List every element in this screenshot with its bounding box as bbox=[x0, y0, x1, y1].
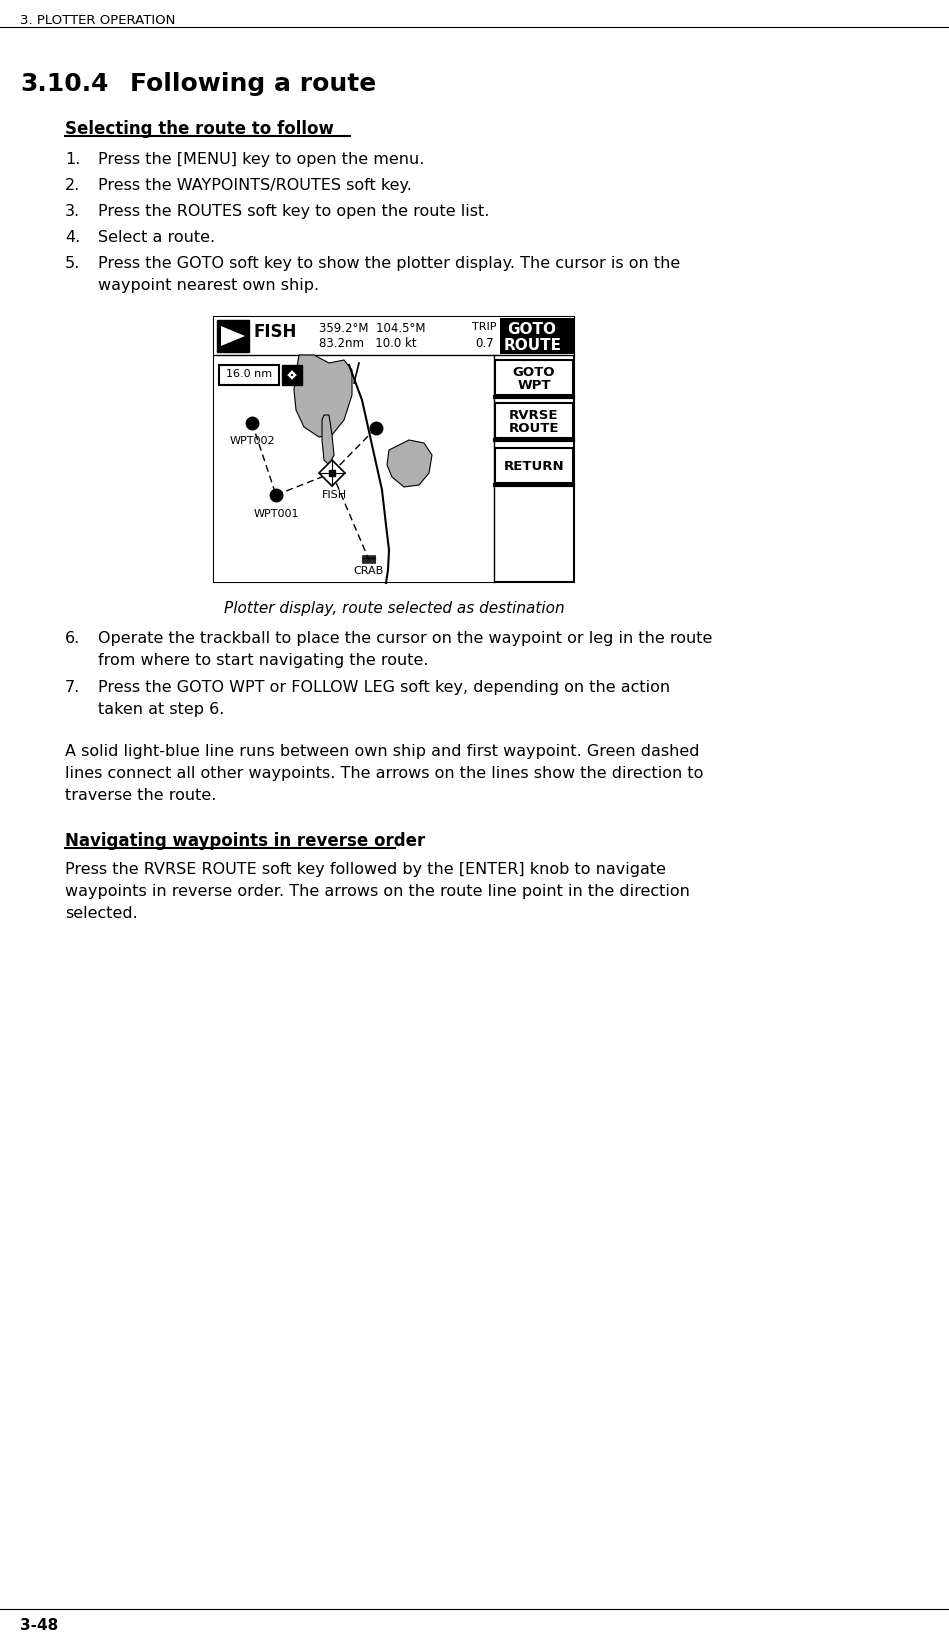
Text: 359.2°M  104.5°M: 359.2°M 104.5°M bbox=[319, 322, 425, 335]
Text: FISH: FISH bbox=[254, 323, 297, 341]
Text: 83.2nm   10.0 kt: 83.2nm 10.0 kt bbox=[319, 336, 417, 349]
Text: Select a route.: Select a route. bbox=[98, 230, 215, 245]
Text: 7.: 7. bbox=[65, 679, 81, 695]
Bar bbox=[214, 318, 574, 583]
Text: Following a route: Following a route bbox=[130, 72, 376, 96]
Polygon shape bbox=[387, 441, 432, 488]
Text: Selecting the route to follow: Selecting the route to follow bbox=[65, 119, 334, 139]
Text: GOTO: GOTO bbox=[507, 322, 556, 336]
Text: 2.: 2. bbox=[65, 178, 81, 193]
Text: lines connect all other waypoints. The arrows on the lines show the direction to: lines connect all other waypoints. The a… bbox=[65, 765, 703, 780]
Text: waypoints in reverse order. The arrows on the route line point in the direction: waypoints in reverse order. The arrows o… bbox=[65, 883, 690, 899]
Text: waypoint nearest own ship.: waypoint nearest own ship. bbox=[98, 277, 319, 292]
Text: Operate the trackball to place the cursor on the waypoint or leg in the route: Operate the trackball to place the curso… bbox=[98, 630, 713, 646]
Text: 3. PLOTTER OPERATION: 3. PLOTTER OPERATION bbox=[20, 15, 176, 28]
Bar bbox=[214, 356, 494, 583]
Bar bbox=[219, 366, 279, 385]
Text: RVRSE: RVRSE bbox=[510, 408, 559, 421]
Text: Plotter display, route selected as destination: Plotter display, route selected as desti… bbox=[224, 601, 565, 615]
Text: traverse the route.: traverse the route. bbox=[65, 788, 216, 803]
Bar bbox=[495, 449, 573, 483]
Text: ROUTE: ROUTE bbox=[509, 421, 559, 434]
Text: 3-48: 3-48 bbox=[20, 1617, 58, 1632]
Text: Press the GOTO WPT or FOLLOW LEG soft key, depending on the action: Press the GOTO WPT or FOLLOW LEG soft ke… bbox=[98, 679, 670, 695]
Bar bbox=[217, 322, 249, 353]
Text: WPT: WPT bbox=[517, 379, 550, 392]
Text: WPT002: WPT002 bbox=[230, 436, 275, 446]
Text: RETURN: RETURN bbox=[504, 460, 565, 473]
Polygon shape bbox=[319, 460, 345, 486]
Text: 6.: 6. bbox=[65, 630, 81, 646]
Text: WPT001: WPT001 bbox=[254, 509, 300, 519]
Text: FISH: FISH bbox=[322, 490, 346, 499]
Text: TRIP: TRIP bbox=[472, 322, 496, 331]
Text: A solid light-blue line runs between own ship and first waypoint. Green dashed: A solid light-blue line runs between own… bbox=[65, 744, 699, 759]
Bar bbox=[495, 403, 573, 439]
Text: 5.: 5. bbox=[65, 256, 81, 271]
Text: 16.0 nm: 16.0 nm bbox=[226, 369, 272, 379]
Text: 1.: 1. bbox=[65, 152, 81, 166]
Text: Navigating waypoints in reverse order: Navigating waypoints in reverse order bbox=[65, 831, 425, 850]
Bar bbox=[282, 366, 302, 385]
Text: CRAB: CRAB bbox=[354, 566, 384, 576]
Polygon shape bbox=[294, 356, 352, 437]
Text: 0.7: 0.7 bbox=[475, 336, 493, 349]
Text: ROUTE: ROUTE bbox=[504, 338, 562, 353]
Text: Press the RVRSE ROUTE soft key followed by the [ENTER] knob to navigate: Press the RVRSE ROUTE soft key followed … bbox=[65, 862, 666, 876]
Text: Press the WAYPOINTS/ROUTES soft key.: Press the WAYPOINTS/ROUTES soft key. bbox=[98, 178, 412, 193]
Text: 4.: 4. bbox=[65, 230, 81, 245]
Text: selected.: selected. bbox=[65, 906, 138, 920]
Polygon shape bbox=[221, 326, 245, 346]
Text: taken at step 6.: taken at step 6. bbox=[98, 702, 224, 716]
Text: Press the ROUTES soft key to open the route list.: Press the ROUTES soft key to open the ro… bbox=[98, 204, 490, 219]
Bar bbox=[214, 318, 574, 356]
Text: Press the [MENU] key to open the menu.: Press the [MENU] key to open the menu. bbox=[98, 152, 424, 166]
Text: 3.10.4: 3.10.4 bbox=[20, 72, 108, 96]
Bar bbox=[495, 361, 573, 395]
Text: from where to start navigating the route.: from where to start navigating the route… bbox=[98, 653, 429, 667]
Text: GOTO: GOTO bbox=[512, 366, 555, 379]
Polygon shape bbox=[322, 416, 334, 465]
Text: 3.: 3. bbox=[65, 204, 80, 219]
Text: Press the GOTO soft key to show the plotter display. The cursor is on the: Press the GOTO soft key to show the plot… bbox=[98, 256, 680, 271]
Bar bbox=[500, 318, 574, 354]
